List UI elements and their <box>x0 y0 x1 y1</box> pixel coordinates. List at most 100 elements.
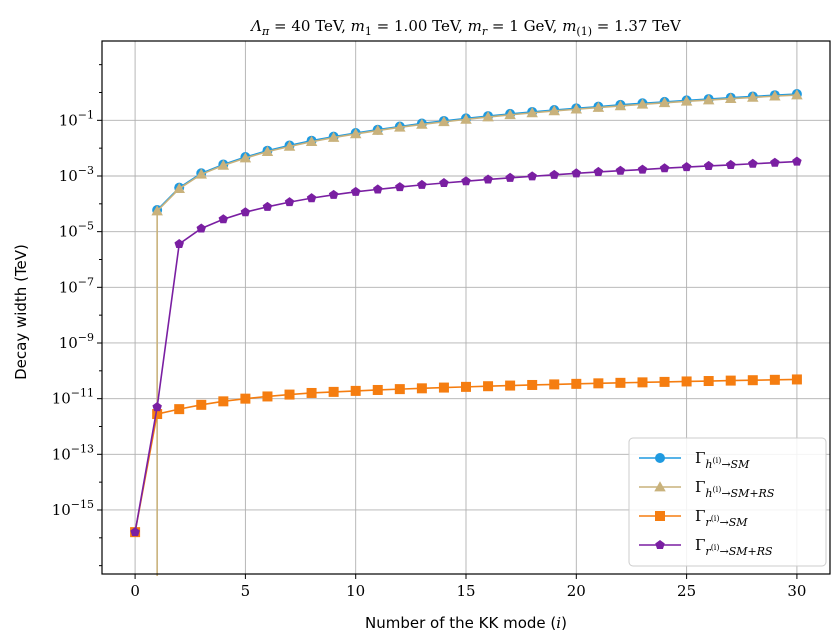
data-point <box>770 157 780 167</box>
data-point <box>196 399 207 410</box>
data-point <box>659 376 670 387</box>
data-point <box>724 92 737 103</box>
legend-label: Γh(i)→SM+RS <box>695 478 775 500</box>
data-point <box>614 100 627 111</box>
data-point <box>725 159 736 169</box>
data-point <box>527 171 537 181</box>
data-point <box>615 165 626 175</box>
legend-marker <box>655 453 665 463</box>
data-point <box>703 376 714 387</box>
data-point <box>284 389 295 400</box>
legend-label: Γh(i)→SM <box>695 449 750 471</box>
y-tick-label: 10−15 <box>52 498 94 519</box>
y-tick-label: 10−11 <box>52 387 94 408</box>
data-point <box>504 109 516 120</box>
data-point <box>284 197 295 207</box>
data-point <box>791 374 802 385</box>
data-point <box>196 223 207 233</box>
data-point <box>350 186 361 196</box>
series-3 <box>130 156 802 537</box>
data-point <box>791 89 803 100</box>
data-point <box>505 172 515 182</box>
data-point <box>571 378 582 389</box>
y-tick-label: 10−9 <box>59 331 94 352</box>
x-tick-label: 20 <box>567 582 586 600</box>
data-point <box>681 162 692 172</box>
legend-item: Γh(i)→SM+RS <box>639 478 775 500</box>
data-point <box>548 105 560 116</box>
legend-marker <box>655 511 665 521</box>
legend-label: Γr(i)→SM <box>695 507 748 529</box>
data-point <box>549 379 560 390</box>
legend-box <box>628 437 827 567</box>
data-point <box>438 382 449 393</box>
data-point <box>658 97 671 108</box>
data-point <box>394 121 406 132</box>
series-line <box>156 93 797 211</box>
data-point <box>174 404 185 415</box>
y-tick-label: 10−5 <box>59 220 94 241</box>
data-point <box>747 375 758 386</box>
x-tick-label: 5 <box>241 582 251 600</box>
data-point <box>659 163 670 173</box>
data-point <box>283 140 296 151</box>
data-point <box>702 94 715 105</box>
data-point <box>461 381 471 392</box>
data-point <box>636 98 649 109</box>
data-point <box>438 116 450 127</box>
data-point <box>680 95 693 106</box>
data-point <box>394 384 405 395</box>
data-point <box>769 374 780 385</box>
data-point <box>395 182 405 192</box>
x-axis: 0 5 10 15 20 25 30 <box>130 574 806 600</box>
y-tick-label: 10−7 <box>59 275 94 296</box>
y-tick-label: 10−1 <box>59 108 94 129</box>
y-axis: 10−15 10−13 10−11 10−9 10−7 10−5 10−3 10−1 <box>52 64 102 567</box>
legend-label: Γr(i)→SM+RS <box>695 536 773 558</box>
data-point <box>372 124 384 135</box>
data-point <box>130 527 140 537</box>
data-point <box>372 384 383 395</box>
data-point <box>306 193 317 203</box>
data-point <box>792 156 802 166</box>
data-point <box>305 135 318 147</box>
legend-item: Γr(i)→SM+RS <box>639 536 773 558</box>
data-point <box>703 160 714 170</box>
x-tick-label: 30 <box>787 582 806 600</box>
data-point <box>571 168 582 178</box>
data-point <box>570 103 583 114</box>
data-point <box>725 375 736 386</box>
data-point <box>505 380 516 391</box>
data-point <box>328 386 339 397</box>
data-point <box>349 128 362 139</box>
data-point <box>261 145 274 156</box>
data-point <box>262 391 273 402</box>
data-point <box>592 101 605 112</box>
data-point <box>416 118 428 129</box>
x-tick-label: 0 <box>130 582 140 600</box>
y-tick-label: 10−13 <box>52 442 94 463</box>
legend-marker <box>654 481 666 492</box>
data-point <box>461 176 471 186</box>
data-point <box>306 387 317 398</box>
data-point <box>417 179 427 189</box>
data-point <box>681 376 692 387</box>
data-point <box>748 158 758 168</box>
legend-marker <box>655 540 665 550</box>
chart-title: Λπ = 40 TeV, m1 = 1.00 TeV, mr = 1 GeV, … <box>249 17 682 38</box>
data-point <box>152 409 163 420</box>
data-point <box>416 383 427 394</box>
data-point <box>373 184 383 194</box>
y-axis-label: Decay width (TeV) <box>12 244 30 380</box>
data-point <box>217 159 230 170</box>
data-point <box>218 214 229 224</box>
data-point <box>483 381 494 392</box>
data-point <box>328 189 339 199</box>
data-point <box>174 239 184 249</box>
data-point <box>549 169 559 179</box>
data-point <box>173 182 185 193</box>
data-point <box>439 178 449 188</box>
legend-item: Γr(i)→SM <box>639 507 748 529</box>
data-point <box>482 111 494 122</box>
data-point <box>527 379 538 390</box>
